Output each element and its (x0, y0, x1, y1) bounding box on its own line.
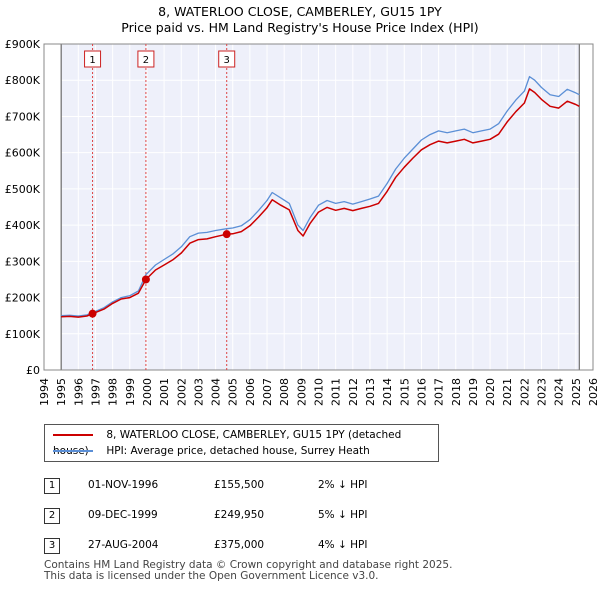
sale-row: 2 09-DEC-1999 £249,950 5% ↓ HPI (0, 505, 600, 525)
legend-label-hpi: HPI: Average price, detached house, Surr… (106, 445, 370, 457)
sale-number-badge: 3 (44, 538, 60, 554)
y-tick-label: £100K (5, 328, 41, 341)
sale-row: 1 01-NOV-1996 £155,500 2% ↓ HPI (0, 475, 600, 495)
post-data-region (579, 44, 593, 370)
sale-marker-box (84, 50, 102, 68)
x-tick-label: 1995 (55, 378, 68, 406)
x-tick-label: 2011 (330, 378, 343, 406)
sale-marker-label: 1 (89, 55, 95, 66)
x-tick-label: 2014 (381, 378, 394, 406)
sale-hpi-diff: 4% ↓ HPI (318, 539, 368, 551)
sale-date: 01-NOV-1996 (88, 479, 159, 491)
x-tick-label: 2017 (433, 378, 446, 406)
y-tick-label: £400K (5, 219, 41, 232)
footer-copyright: Contains HM Land Registry data © Crown c… (44, 559, 453, 571)
sale-number-badge: 2 (44, 508, 60, 524)
footer-licence: This data is licensed under the Open Gov… (44, 570, 379, 582)
x-tick-label: 2008 (278, 378, 291, 406)
chart-title: 8, WATERLOO CLOSE, CAMBERLEY, GU15 1PY (158, 4, 442, 19)
sale-hpi-diff: 5% ↓ HPI (318, 509, 368, 521)
y-tick-label: £700K (5, 110, 41, 123)
y-tick-label: £0 (26, 364, 40, 377)
hpi-line (61, 75, 580, 317)
x-tick-label: 2024 (553, 378, 566, 406)
x-tick-label: 2023 (536, 378, 549, 406)
x-tick-label: 2018 (450, 378, 463, 406)
x-tick-label: 2009 (295, 378, 308, 406)
legend-item-property: 8, WATERLOO CLOSE, CAMBERLEY, GU15 1PY (… (53, 427, 438, 457)
x-tick-label: 2010 (313, 378, 326, 406)
x-tick-label: 2005 (227, 378, 240, 406)
sale-point (141, 275, 150, 284)
y-tick-label: £300K (5, 255, 41, 268)
x-tick-label: 1998 (107, 378, 120, 406)
legend-swatch-hpi (53, 450, 93, 452)
legend: 8, WATERLOO CLOSE, CAMBERLEY, GU15 1PY (… (44, 424, 439, 462)
sale-price: £155,500 (214, 479, 265, 491)
sale-marker-box (218, 50, 236, 68)
chart-subtitle: Price paid vs. HM Land Registry's House … (121, 20, 479, 35)
sale-date: 09-DEC-1999 (88, 509, 158, 521)
pre-data-region (44, 44, 62, 370)
y-tick-label: £800K (5, 74, 41, 87)
sale-price: £249,950 (214, 509, 265, 521)
sale-marker-label: 3 (224, 55, 230, 66)
x-tick-label: 1997 (89, 378, 102, 406)
x-tick-label: 1996 (72, 378, 85, 406)
x-tick-label: 2013 (364, 378, 377, 406)
x-tick-label: 2015 (398, 378, 411, 406)
x-tick-label: 2022 (518, 378, 531, 406)
legend-item-hpi: HPI: Average price, detached house, Surr… (53, 443, 370, 459)
y-tick-label: £900K (5, 38, 41, 51)
x-tick-label: 2001 (158, 378, 171, 406)
y-tick-label: £600K (5, 147, 41, 160)
y-tick-label: £200K (5, 292, 41, 305)
sale-hpi-diff: 2% ↓ HPI (318, 479, 368, 491)
x-tick-label: 2007 (261, 378, 274, 406)
x-tick-label: 2019 (467, 378, 480, 406)
sale-marker-box (137, 50, 155, 68)
sale-number-badge: 1 (44, 478, 60, 494)
sale-price: £375,000 (214, 539, 265, 551)
x-tick-label: 2026 (587, 378, 600, 406)
sale-marker-label: 2 (143, 55, 149, 66)
footer: Contains HM Land Registry data © Crown c… (44, 560, 452, 582)
sale-point (222, 230, 231, 239)
x-tick-label: 2020 (484, 378, 497, 406)
y-tick-label: £500K (5, 183, 41, 196)
price-chart: £0 £100K £200K £300K £400K £500K £600K £700K £80… (5, 38, 600, 406)
plot-frame (43, 43, 594, 371)
x-tick-label: 2012 (347, 378, 360, 406)
x-tick-label: 2000 (141, 378, 154, 406)
x-tick-label: 2025 (570, 378, 583, 406)
x-tick-label: 2004 (210, 378, 223, 406)
x-tick-label: 1994 (38, 378, 51, 406)
x-tick-label: 2021 (501, 378, 514, 406)
x-tick-label: 2006 (244, 378, 257, 406)
sale-point (88, 309, 97, 318)
sale-row: 3 27-AUG-2004 £375,000 4% ↓ HPI (0, 535, 600, 555)
x-tick-label: 2016 (415, 378, 428, 406)
property-price-line (61, 88, 580, 318)
x-tick-label: 2003 (192, 378, 205, 406)
x-tick-label: 2002 (175, 378, 188, 406)
legend-swatch-property (53, 434, 93, 436)
sale-date: 27-AUG-2004 (88, 539, 159, 551)
x-tick-label: 1999 (124, 378, 137, 406)
